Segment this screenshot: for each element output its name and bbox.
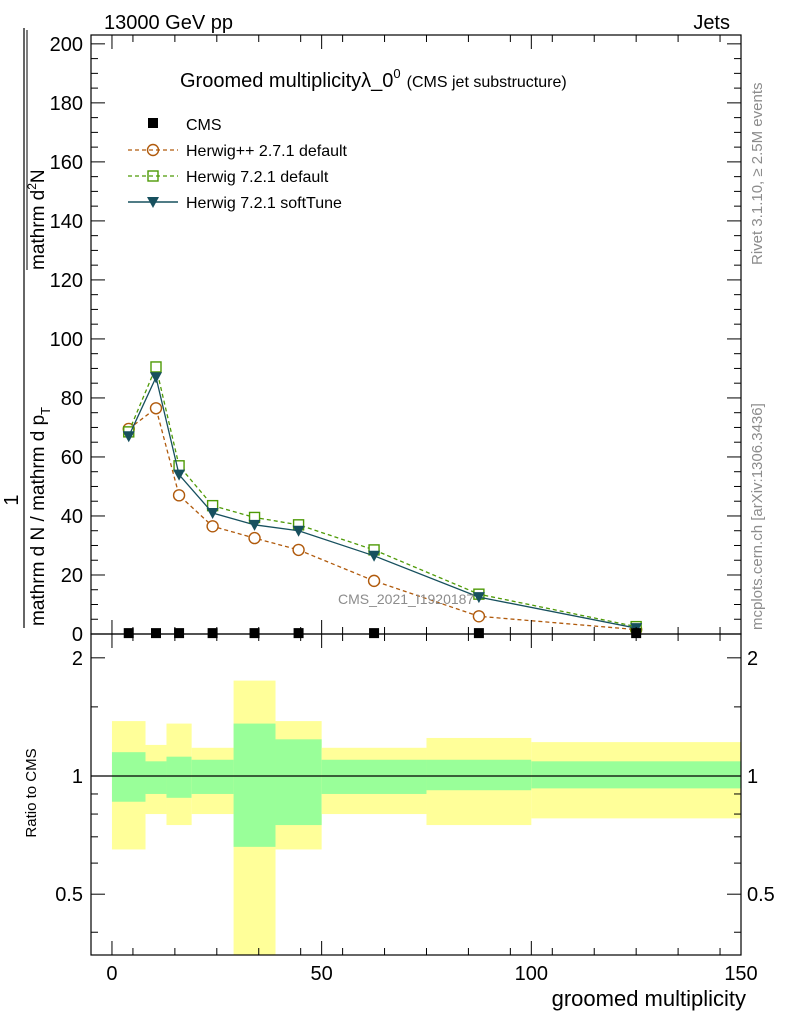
- y-tick-label: 120: [50, 270, 83, 292]
- cms-point: [369, 628, 380, 639]
- ratio-inner-band: [531, 761, 741, 789]
- series-point: [150, 361, 162, 373]
- y-tick-label: 20: [61, 565, 83, 587]
- rivet-version-label: Rivet 3.1.10, ≥ 2.5M events: [749, 83, 766, 266]
- ratio-tick-label-right: 2: [747, 648, 758, 670]
- y-axis-label: 1 mathrm d N / mathrm d pT mathrm d2N: [1, 28, 53, 628]
- series-point: [292, 543, 305, 557]
- x-tick-label: 100: [515, 963, 548, 985]
- series-point: [173, 469, 186, 481]
- y-tick-label: 180: [50, 93, 83, 115]
- series-point: [206, 520, 219, 533]
- cms-point: [151, 628, 161, 639]
- cms-point: [174, 628, 185, 639]
- cms-point: [473, 628, 484, 639]
- y-tick-label: 60: [61, 447, 83, 469]
- y-tick-label: 140: [50, 211, 83, 233]
- ratio-inner-band: [426, 759, 532, 791]
- cms-point: [123, 628, 134, 639]
- legend-herwig7-softtune-marker: [147, 197, 159, 208]
- ratio-inner-band: [166, 756, 192, 798]
- chart-title-subtitle: (CMS jet substructure): [407, 74, 567, 91]
- ratio-tick-label-left: 2: [72, 648, 83, 670]
- ratio-inner-band: [275, 739, 322, 826]
- ratio-y-axis-label: Ratio to CMS: [23, 748, 40, 837]
- y-tick-label: 0: [72, 624, 83, 646]
- ratio-bands: [91, 680, 741, 955]
- series-point: [472, 610, 486, 623]
- x-axis-label: groomed multiplicity: [552, 986, 746, 1011]
- ratio-inner-band: [191, 759, 234, 794]
- series-point: [368, 550, 381, 562]
- ratio-panel-frame: [90, 633, 742, 956]
- analysis-watermark: CMS_2021_I1920187: [338, 591, 474, 607]
- header-right: Jets: [693, 12, 730, 34]
- legend-cms-marker: [148, 118, 158, 128]
- y-tick-label: 200: [50, 34, 83, 56]
- legend-herwig7-softtune-label: Herwig 7.2.1 softTune: [186, 195, 342, 212]
- ratio-tick-label-left: 1: [72, 766, 83, 788]
- legend-herwig7-default-label: Herwig 7.2.1 default: [186, 169, 329, 186]
- header-left: 13000 GeV pp: [104, 12, 233, 34]
- chart-title-superscript: 0: [393, 66, 400, 81]
- series-point: [367, 574, 381, 588]
- legend: CMS Herwig++ 2.7.1 default Herwig 7.2.1 …: [128, 117, 348, 212]
- series-point: [472, 592, 485, 604]
- y-tick-label: 80: [61, 388, 83, 410]
- cms-point: [293, 628, 304, 639]
- y-axis-label-one: 1: [1, 494, 23, 505]
- ratio-tick-label-right: 0.5: [747, 884, 775, 906]
- y-tick-label: 160: [50, 152, 83, 174]
- x-tick-label: 150: [724, 963, 757, 985]
- x-tick-label: 50: [311, 963, 333, 985]
- legend-herwigpp-label: Herwig++ 2.7.1 default: [186, 143, 348, 160]
- cms-point: [207, 628, 218, 639]
- legend-herwig7-default-marker: [147, 170, 159, 182]
- series-point: [172, 489, 186, 502]
- cms-point: [249, 628, 260, 639]
- ratio-inner-band: [111, 752, 146, 802]
- y-tick-label: 40: [61, 506, 83, 528]
- series-point: [122, 431, 135, 443]
- mcplots-source-label: mcplots.cern.ch [arXiv:1306.3436]: [749, 403, 766, 630]
- top-plot-marks: [122, 361, 643, 639]
- x-tick-label: 0: [106, 963, 117, 985]
- series-point: [150, 372, 162, 384]
- ratio-inner-band: [233, 723, 276, 847]
- series-point: [248, 531, 261, 545]
- ratio-tick-label-right: 1: [747, 766, 758, 788]
- legend-herwigpp-marker: [146, 143, 160, 157]
- y-axis-label-denominator: mathrm d N / mathrm d pT: [28, 407, 53, 626]
- y-axis-label-numerator: mathrm d2N: [25, 169, 49, 270]
- series-point: [248, 519, 261, 531]
- ratio-tick-label-left: 0.5: [55, 884, 83, 906]
- series-point: [149, 402, 163, 415]
- legend-cms-label: CMS: [186, 117, 222, 134]
- series-point: [292, 525, 305, 537]
- series-line: [128, 364, 637, 628]
- ratio-inner-band: [145, 761, 167, 794]
- ratio-inner-band: [321, 759, 427, 794]
- series-point: [206, 508, 219, 520]
- y-tick-label: 100: [50, 329, 83, 351]
- chart-title: Groomed multiplicityλ_00(CMS jet substru…: [180, 66, 567, 92]
